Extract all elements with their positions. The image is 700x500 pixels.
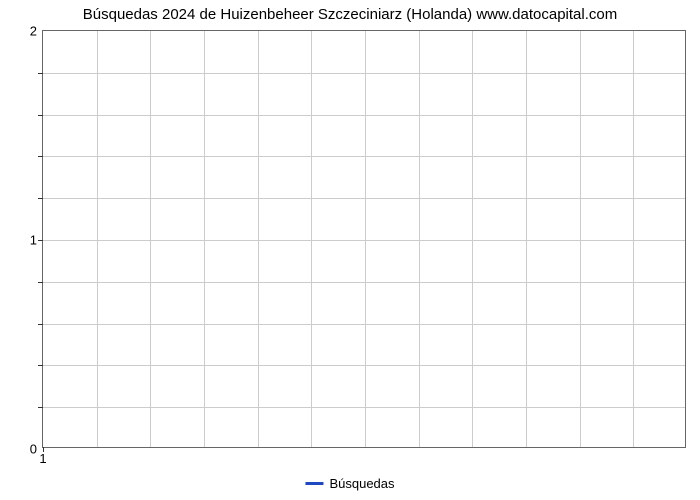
x-tick-dash xyxy=(43,447,44,452)
gridline-v xyxy=(311,31,312,447)
gridline-v xyxy=(633,31,634,447)
y-minor-tick xyxy=(38,156,43,157)
legend-label: Búsquedas xyxy=(329,476,394,491)
gridline-h xyxy=(43,73,685,74)
chart-legend: Búsquedas xyxy=(305,476,394,491)
y-minor-tick xyxy=(38,198,43,199)
y-tick-label: 2 xyxy=(30,24,43,39)
gridline-h xyxy=(43,282,685,283)
gridline-v xyxy=(204,31,205,447)
chart-title: Búsquedas 2024 de Huizenbeheer Szczecini… xyxy=(0,0,700,23)
y-minor-tick xyxy=(38,73,43,74)
gridline-v xyxy=(258,31,259,447)
gridline-h xyxy=(43,407,685,408)
gridline-v xyxy=(97,31,98,447)
gridline-v xyxy=(419,31,420,447)
y-minor-tick xyxy=(38,407,43,408)
gridline-h xyxy=(43,240,685,241)
chart-plot-region: 0121 xyxy=(42,30,686,448)
gridline-h xyxy=(43,365,685,366)
gridline-v xyxy=(580,31,581,447)
gridline-v xyxy=(526,31,527,447)
gridline-h xyxy=(43,115,685,116)
gridline-h xyxy=(43,198,685,199)
gridline-h xyxy=(43,156,685,157)
y-minor-tick xyxy=(38,115,43,116)
chart-container: Búsquedas 2024 de Huizenbeheer Szczecini… xyxy=(0,0,700,500)
y-minor-tick xyxy=(38,282,43,283)
y-minor-tick xyxy=(38,365,43,366)
legend-swatch xyxy=(305,482,323,485)
gridline-v xyxy=(365,31,366,447)
gridline-v xyxy=(472,31,473,447)
y-minor-tick xyxy=(38,324,43,325)
y-tick-label: 1 xyxy=(30,233,43,248)
gridline-h xyxy=(43,324,685,325)
gridline-v xyxy=(150,31,151,447)
